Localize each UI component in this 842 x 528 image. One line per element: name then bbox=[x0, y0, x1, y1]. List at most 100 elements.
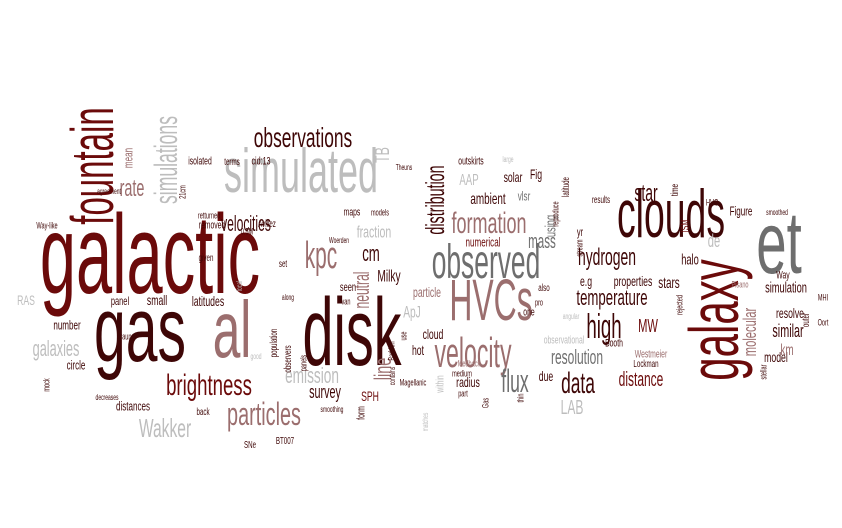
word-mhi: MHI bbox=[817, 292, 829, 303]
word-hvcs: HVCs bbox=[449, 268, 533, 333]
word-seen: seen bbox=[339, 280, 357, 294]
word-yr: yr bbox=[576, 225, 584, 239]
word-avillez: Avillez bbox=[258, 219, 276, 230]
word-particle: particle bbox=[413, 284, 441, 300]
word-back: back bbox=[196, 407, 210, 418]
word-lab: LAB bbox=[560, 397, 584, 419]
word-ras: RAS bbox=[17, 292, 35, 308]
word-data: data bbox=[561, 367, 595, 400]
word-emission: emission bbox=[285, 363, 339, 388]
word-particles: particles bbox=[227, 396, 301, 432]
word-simulation: simulation bbox=[765, 279, 807, 297]
word-molecular: molecular bbox=[740, 307, 760, 357]
word-latitudes: latitudes bbox=[191, 293, 225, 309]
word-removed: removed bbox=[198, 219, 226, 232]
word-cm: cm bbox=[362, 241, 380, 266]
word-resolve: resolve bbox=[776, 305, 804, 321]
word-gas: Gas bbox=[480, 397, 491, 409]
word-population: population bbox=[269, 328, 280, 358]
word-hvc: HVC bbox=[705, 197, 719, 208]
word-retturned: retturned bbox=[197, 210, 221, 221]
word-way: Way bbox=[776, 269, 790, 282]
word-solar: solar bbox=[503, 169, 523, 185]
word-thin: thin bbox=[515, 393, 526, 403]
word-cloud: cloud bbox=[422, 326, 444, 342]
word-circle: circle bbox=[66, 357, 86, 373]
word-km: km bbox=[780, 342, 794, 359]
word-large: large bbox=[502, 155, 514, 164]
word-mass: mass bbox=[528, 231, 556, 253]
word-gas: gas bbox=[94, 279, 186, 381]
word-de: de bbox=[707, 231, 721, 251]
word-terms: terms bbox=[224, 157, 240, 168]
word-medium: medium bbox=[452, 368, 472, 379]
word-stream: stream bbox=[574, 239, 585, 257]
word-angular: angular bbox=[562, 312, 580, 321]
word-survey: survey bbox=[309, 382, 341, 402]
word-halo: halo bbox=[681, 251, 699, 269]
word-decreases: decreases bbox=[95, 393, 119, 402]
word-results: results bbox=[591, 195, 611, 206]
word-distance: distance bbox=[618, 369, 664, 391]
word-vlsr: vlsr bbox=[517, 188, 531, 204]
word-brightness: brightness bbox=[166, 369, 252, 402]
word-woerden: Woerden bbox=[328, 236, 350, 245]
word-formation: formation bbox=[451, 207, 527, 240]
word-observed: observed bbox=[431, 236, 541, 289]
word-small: small bbox=[146, 292, 168, 308]
word-time: time bbox=[670, 183, 681, 197]
word-resolution: resolution bbox=[550, 347, 604, 369]
word-panels: panels bbox=[298, 354, 309, 372]
word-model: model bbox=[764, 349, 788, 365]
word-simulated: simulated bbox=[224, 137, 378, 206]
word-galaxies: galaxies bbox=[32, 336, 80, 361]
word-similar: similar bbox=[772, 321, 804, 341]
word-fountain: fountain bbox=[59, 107, 126, 225]
word-kpc: kpc bbox=[304, 235, 338, 277]
word-form: form bbox=[355, 406, 368, 420]
word-panel: panel bbox=[110, 294, 130, 308]
word-also: also bbox=[538, 283, 550, 294]
word-wakker: Wakker bbox=[138, 413, 192, 443]
word-observational: observational bbox=[543, 334, 585, 347]
word-mean: mean bbox=[120, 147, 136, 169]
word-observers: observers bbox=[283, 345, 294, 373]
word-part: part bbox=[458, 388, 468, 399]
word-galactic: galactic bbox=[39, 192, 261, 317]
word-aap: AAP bbox=[459, 172, 479, 189]
word-stellar: stellar bbox=[758, 364, 769, 380]
word-hot: hot bbox=[411, 342, 425, 358]
word-galaxy: galaxy bbox=[675, 259, 753, 381]
word-models: models bbox=[371, 207, 389, 218]
word-ambient: ambient bbox=[470, 191, 506, 208]
word-sne: SNe bbox=[243, 440, 257, 451]
word-feedback: feedback bbox=[457, 358, 481, 369]
word-given: given bbox=[198, 253, 214, 264]
word-within: within bbox=[434, 375, 447, 393]
word-one: one bbox=[523, 306, 535, 319]
word-et: et bbox=[756, 193, 802, 292]
word-mock: mock bbox=[41, 378, 52, 392]
word-contains: contains bbox=[388, 366, 397, 386]
word-braun: Braun bbox=[116, 331, 132, 342]
word-set: set bbox=[278, 259, 288, 270]
word-fig: Fig bbox=[529, 166, 543, 182]
word-flux: flux bbox=[501, 363, 529, 399]
word-barbieri: Barbieri bbox=[386, 341, 397, 361]
word-matches: matches bbox=[421, 412, 430, 432]
word-figure: Figure bbox=[729, 203, 753, 219]
word-velocities: velocities bbox=[221, 211, 271, 236]
word-numerical: numerical bbox=[465, 234, 501, 250]
word-temperature: temperature bbox=[576, 285, 648, 310]
word-use: use bbox=[398, 331, 409, 341]
word-hydrogen: hydrogen bbox=[577, 244, 637, 271]
word-al: al bbox=[212, 285, 252, 374]
word-stars: stars bbox=[658, 275, 680, 292]
word-reproduce: reproduce bbox=[550, 201, 561, 227]
word-latitude: latitude bbox=[561, 177, 572, 197]
word-tb: TB bbox=[372, 147, 394, 163]
word-fraction: fraction bbox=[356, 222, 392, 242]
word-rate: rate bbox=[119, 175, 145, 202]
word-theuns: Theuns bbox=[395, 163, 413, 172]
